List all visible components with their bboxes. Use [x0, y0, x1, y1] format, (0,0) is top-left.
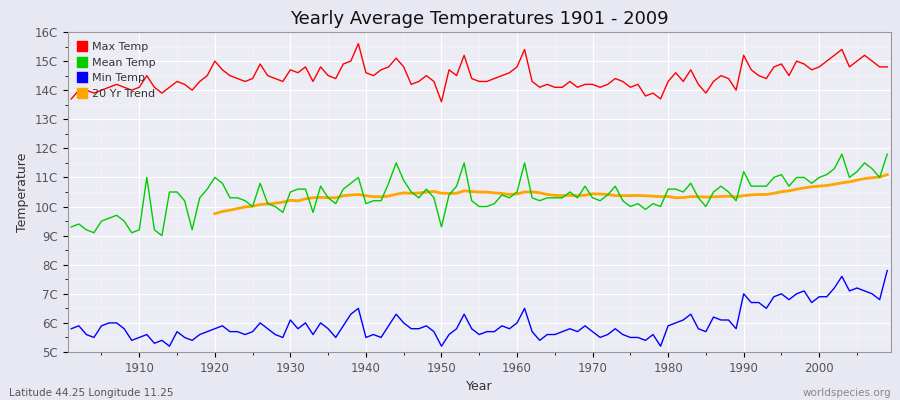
Legend: Max Temp, Mean Temp, Min Temp, 20 Yr Trend: Max Temp, Mean Temp, Min Temp, 20 Yr Tre…	[73, 38, 160, 103]
Text: Latitude 44.25 Longitude 11.25: Latitude 44.25 Longitude 11.25	[9, 388, 174, 398]
Title: Yearly Average Temperatures 1901 - 2009: Yearly Average Temperatures 1901 - 2009	[290, 10, 669, 28]
Y-axis label: Temperature: Temperature	[16, 152, 29, 232]
X-axis label: Year: Year	[466, 380, 492, 393]
Text: worldspecies.org: worldspecies.org	[803, 388, 891, 398]
